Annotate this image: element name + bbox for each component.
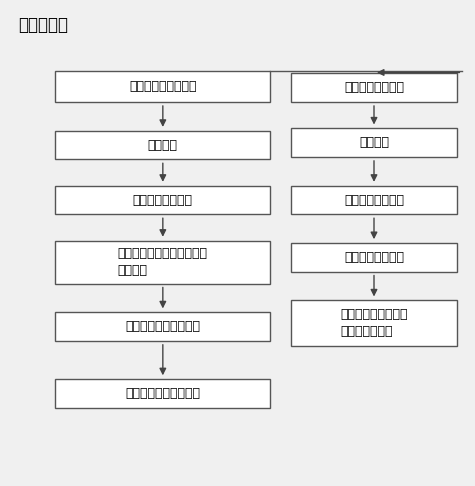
Bar <box>56 241 270 284</box>
Bar <box>56 379 270 408</box>
Text: 调幅网点形状模糊识别: 调幅网点形状模糊识别 <box>125 320 200 333</box>
Bar <box>56 312 270 341</box>
Bar <box>56 186 270 214</box>
Bar <box>291 186 457 214</box>
Text: 调幅网点形状信息解调: 调幅网点形状信息解调 <box>125 387 200 400</box>
Text: 防伪信息（图像、文
字或商标）恢复: 防伪信息（图像、文 字或商标）恢复 <box>340 308 408 338</box>
Bar <box>56 131 270 159</box>
Text: 网点图像信号的采集: 网点图像信号的采集 <box>129 80 197 93</box>
Text: 防伪信息序列生成: 防伪信息序列生成 <box>344 81 404 94</box>
Bar <box>291 300 457 346</box>
Text: 图像校正: 图像校正 <box>148 139 178 152</box>
Text: 网点图像边缘提取: 网点图像边缘提取 <box>133 193 193 207</box>
Bar <box>291 73 457 102</box>
Bar <box>291 243 457 272</box>
Text: 调幅网点边界信息和形状信
息的摄取: 调幅网点边界信息和形状信 息的摄取 <box>118 247 208 277</box>
Text: 信道解码: 信道解码 <box>359 136 389 149</box>
Text: 防伪信息源码生成: 防伪信息源码生成 <box>344 251 404 264</box>
Text: 解调流程图: 解调流程图 <box>18 16 68 34</box>
Bar <box>291 128 457 157</box>
Bar <box>56 71 270 102</box>
Text: 防伪信息序列解密: 防伪信息序列解密 <box>344 193 404 207</box>
